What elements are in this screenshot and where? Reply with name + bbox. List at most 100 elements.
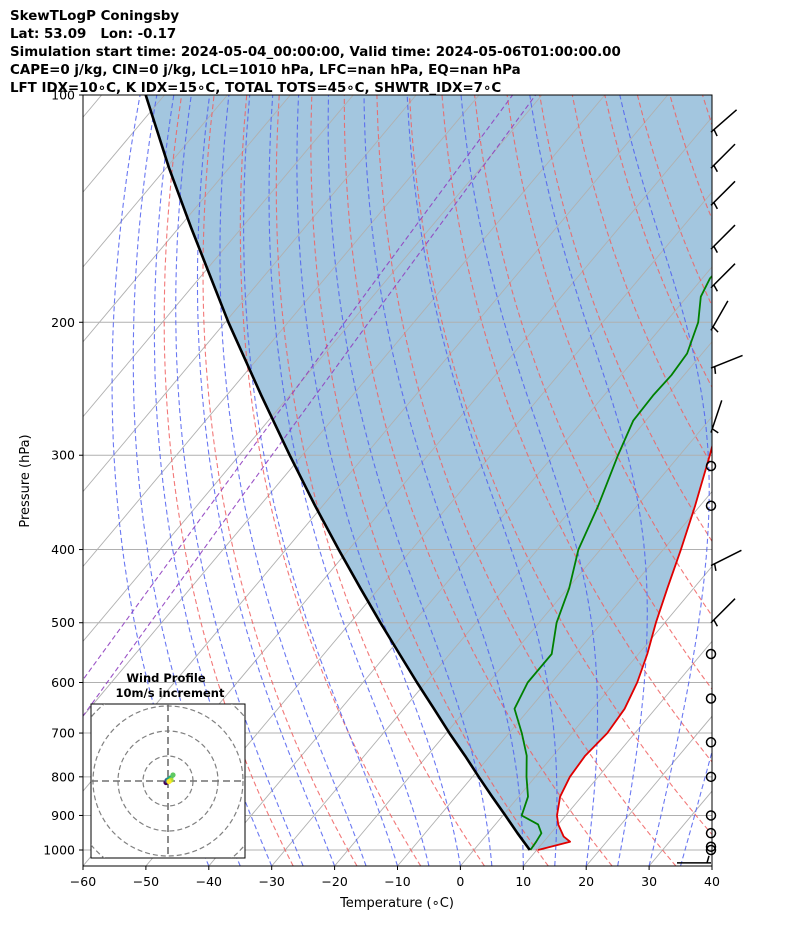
moist-adiabat <box>406 95 558 866</box>
x-tick-label: −20 <box>321 874 347 889</box>
dry-adiabat <box>768 95 794 866</box>
y-tick-label: 500 <box>51 615 75 630</box>
moist-adiabat <box>196 95 336 866</box>
x-axis-label: Temperature (∘C) <box>339 896 454 911</box>
moist-adiabat <box>243 95 399 866</box>
isotherm-line <box>460 565 712 866</box>
dry-adiabat <box>474 95 712 691</box>
indices-line-2: LFT IDX=10∘C, K IDX=15∘C, TOTAL TOTS=45∘… <box>10 81 502 96</box>
indices-line-1: CAPE=0 j/kg, CIN=0 j/kg, LCL=1010 hPa, L… <box>10 63 521 78</box>
isotherm-line <box>83 95 291 343</box>
dry-adiabat <box>735 95 794 866</box>
moist-adiabat <box>153 95 273 866</box>
x-tick-label: −60 <box>70 874 96 889</box>
isotherm-line <box>208 266 712 866</box>
y-axis-label: Pressure (hPa) <box>18 434 33 527</box>
calm-wind-circle <box>705 771 717 783</box>
wind-barb-shaft <box>710 263 736 289</box>
profile-lines <box>144 95 712 851</box>
wind-profile-inset: Wind Profile 10m/s increment <box>90 671 246 859</box>
dry-adiabat <box>343 95 613 866</box>
y-tick-label: 200 <box>51 315 75 330</box>
wind-barb-flag <box>712 326 719 333</box>
wind-barb-shaft <box>710 354 743 369</box>
y-axis: 1000 900 800 700 600 500 400 300 200 100 <box>43 88 83 858</box>
wind-barb-flag <box>713 366 717 374</box>
wind-barb-flag <box>713 202 719 210</box>
isotherm-line <box>83 95 228 268</box>
calm-wind-circle <box>705 810 717 821</box>
dry-adiabats <box>163 95 794 866</box>
moist-adiabat <box>363 95 524 866</box>
calm-wind-circle <box>705 460 717 472</box>
calm-wind-circle <box>705 737 717 748</box>
dry-adiabat <box>408 95 712 836</box>
dry-adiabat <box>539 95 712 543</box>
isotherm-line <box>397 490 712 866</box>
wind-barb-shaft <box>710 224 736 250</box>
isotherm-line <box>334 416 712 866</box>
wind-barb-shaft <box>710 400 723 433</box>
moist-adiabat <box>268 95 430 866</box>
isotherm-line <box>711 865 712 866</box>
location-line: Lat: 53.09 Lon: -0.17 <box>10 27 177 42</box>
temperature-line <box>537 443 712 851</box>
x-tick-label: −30 <box>259 874 285 889</box>
wind-barb-shaft <box>710 549 742 567</box>
x-tick-label: 40 <box>704 874 720 889</box>
calm-wind-circle <box>705 841 717 852</box>
isotherm-line <box>83 95 102 118</box>
isotherm-line <box>522 640 712 866</box>
isotherm-line <box>271 341 712 866</box>
moist-adiabat <box>219 95 367 866</box>
x-tick-label: −40 <box>196 874 222 889</box>
x-tick-label: −10 <box>384 874 410 889</box>
isotherm-line <box>83 95 480 568</box>
wind-barb-shaft <box>710 180 736 206</box>
dry-adiabat <box>376 95 677 866</box>
moist-adiabats <box>111 95 712 866</box>
wind-barbs <box>677 109 743 864</box>
calm-wind-circle <box>705 844 717 856</box>
moist-adiabat <box>327 95 493 866</box>
mixing-ratio-lines <box>83 95 537 717</box>
time-line: Simulation start time: 2024-05-04_00:00:… <box>10 45 621 60</box>
dry-adiabat <box>310 95 549 866</box>
dry-adiabat <box>163 95 294 866</box>
inset-title: Wind Profile <box>126 671 206 685</box>
calm-wind-circle <box>705 648 717 660</box>
cape-cin-shading <box>145 95 712 850</box>
mixing-ratio-line <box>83 95 514 681</box>
moist-adiabat <box>529 95 648 866</box>
wind-barb-flag <box>713 164 719 173</box>
x-tick-label: 10 <box>515 874 531 889</box>
y-tick-label: 100 <box>51 88 75 103</box>
wind-barb-flag <box>713 129 718 137</box>
isotherms <box>83 95 794 866</box>
wind-barb-flag <box>711 428 719 434</box>
y-tick-label: 600 <box>51 675 75 690</box>
isotherm-line <box>585 715 712 866</box>
mixing-ratio-line <box>83 95 537 717</box>
wind-barb-shaft <box>710 300 729 331</box>
y-tick-label: 900 <box>51 808 75 823</box>
y-tick-label: 1000 <box>43 843 75 858</box>
isotherm-line <box>83 95 606 717</box>
chart-title: SkewTLogP Coningsby <box>10 9 180 24</box>
isotherm-line <box>775 95 794 866</box>
wind-barb-flag <box>713 619 719 627</box>
y-tick-label: 700 <box>51 726 75 741</box>
parcel-instability-shading <box>145 95 712 850</box>
hodograph-point <box>170 772 176 778</box>
dewpoint-line <box>513 274 712 851</box>
wind-barb-flag <box>713 284 719 292</box>
chart-header: SkewTLogP Coningsby Lat: 53.09 Lon: -0.17… <box>10 8 621 98</box>
hodograph-point <box>166 778 172 785</box>
moist-adiabat <box>711 864 712 866</box>
calm-wind-circle <box>705 693 717 704</box>
wind-barb-shaft <box>710 143 736 169</box>
plot-area <box>83 95 794 866</box>
wind-barb-flag <box>713 563 717 572</box>
inset-subtitle: 10m/s increment <box>116 686 225 700</box>
